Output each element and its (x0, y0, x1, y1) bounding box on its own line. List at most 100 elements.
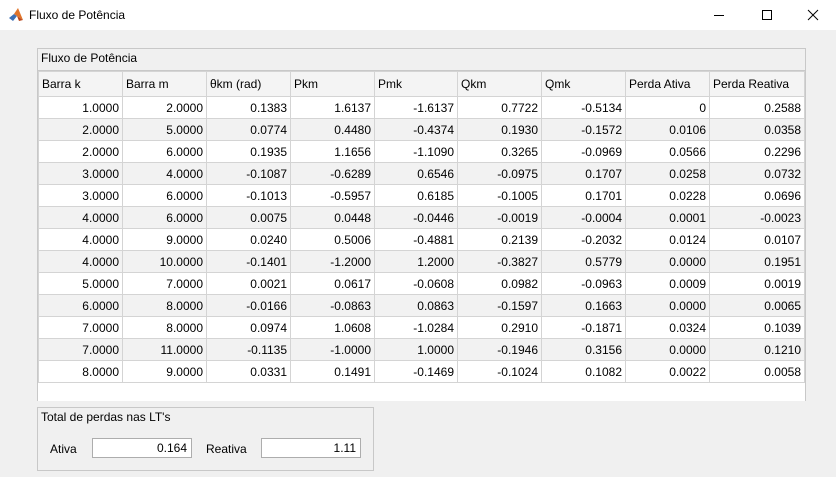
table-cell[interactable]: 1.0000 (38, 96, 123, 119)
table-cell[interactable]: 2.0000 (38, 140, 123, 163)
column-header[interactable]: Pmk (374, 71, 458, 97)
table-cell[interactable]: 0.0065 (709, 294, 805, 317)
table-cell[interactable]: 0.0331 (206, 360, 291, 383)
table-cell[interactable]: 4.0000 (122, 162, 207, 185)
table-cell[interactable]: 0.5779 (541, 250, 626, 273)
power-flow-table-container[interactable]: Barra k Barra m θkm (rad) Pkm Pmk Qkm Qmk Perda… (38, 70, 805, 401)
column-header[interactable]: θkm (rad) (206, 71, 291, 97)
table-cell[interactable]: 0.0358 (709, 118, 805, 141)
table-cell[interactable]: 0.0019 (709, 272, 805, 295)
table-row[interactable]: 2.0000 6.0000 0.1935 1.1656 -1.1090 0.3265 -0.… (38, 140, 805, 163)
table-cell[interactable]: 4.0000 (38, 206, 123, 229)
column-header[interactable]: Barra k (38, 71, 123, 97)
table-cell[interactable]: 3.0000 (38, 184, 123, 207)
table-cell[interactable]: 0.0000 (625, 338, 710, 361)
table-cell[interactable]: 0.0617 (290, 272, 375, 295)
table-cell[interactable]: 0.1663 (541, 294, 626, 317)
table-cell[interactable]: 2.0000 (38, 118, 123, 141)
table-cell[interactable]: -0.0023 (709, 206, 805, 229)
table-cell[interactable]: -0.3827 (457, 250, 542, 273)
table-cell[interactable]: -0.1135 (206, 338, 291, 361)
table-cell[interactable]: 0.0696 (709, 184, 805, 207)
table-cell[interactable]: 0.3265 (457, 140, 542, 163)
table-cell[interactable]: 0.4480 (290, 118, 375, 141)
table-cell[interactable]: 0.2139 (457, 228, 542, 251)
table-row[interactable]: 3.0000 6.0000 -0.1013 -0.5957 0.6185 -0.1005 0… (38, 184, 805, 207)
table-cell[interactable]: 0.0058 (709, 360, 805, 383)
table-cell[interactable]: 8.0000 (122, 294, 207, 317)
table-cell[interactable]: 0.0732 (709, 162, 805, 185)
table-cell[interactable]: -0.4881 (374, 228, 458, 251)
table-row[interactable]: 3.0000 4.0000 -0.1087 -0.6289 0.6546 -0.0975 0… (38, 162, 805, 185)
table-cell[interactable]: 8.0000 (38, 360, 123, 383)
table-cell[interactable]: -0.1946 (457, 338, 542, 361)
table-cell[interactable]: 10.0000 (122, 250, 207, 273)
table-cell[interactable]: -0.1572 (541, 118, 626, 141)
table-cell[interactable]: -0.1013 (206, 184, 291, 207)
table-cell[interactable]: 0.0124 (625, 228, 710, 251)
column-header[interactable]: Qmk (541, 71, 626, 97)
table-cell[interactable]: 0 (625, 96, 710, 119)
table-cell[interactable]: -0.4374 (374, 118, 458, 141)
table-cell[interactable]: 0.6185 (374, 184, 458, 207)
table-cell[interactable]: 6.0000 (122, 184, 207, 207)
table-cell[interactable]: 1.1656 (290, 140, 375, 163)
table-cell[interactable]: -0.1005 (457, 184, 542, 207)
table-cell[interactable]: 1.2000 (374, 250, 458, 273)
table-cell[interactable]: 0.0774 (206, 118, 291, 141)
maximize-button[interactable] (744, 0, 790, 30)
column-header[interactable]: Qkm (457, 71, 542, 97)
table-cell[interactable]: 0.1930 (457, 118, 542, 141)
table-cell[interactable]: 6.0000 (122, 206, 207, 229)
reativa-field[interactable]: 1.11 (261, 438, 361, 458)
table-cell[interactable]: 9.0000 (122, 228, 207, 251)
table-cell[interactable]: 0.0000 (625, 294, 710, 317)
table-cell[interactable]: -0.2032 (541, 228, 626, 251)
table-cell[interactable]: 0.0324 (625, 316, 710, 339)
table-cell[interactable]: 0.0075 (206, 206, 291, 229)
table-cell[interactable]: -0.0975 (457, 162, 542, 185)
table-row[interactable]: 4.0000 10.0000 -0.1401 -1.2000 1.2000 -0.3827… (38, 250, 805, 273)
title-bar[interactable]: Fluxo de Potência (0, 0, 836, 30)
table-row[interactable]: 4.0000 9.0000 0.0240 0.5006 -0.4881 0.2139 -0.… (38, 228, 805, 251)
table-cell[interactable]: 0.0022 (625, 360, 710, 383)
table-row[interactable]: 8.0000 9.0000 0.0331 0.1491 -0.1469 -0.1024 0.… (38, 360, 805, 383)
table-cell[interactable]: 4.0000 (38, 250, 123, 273)
table-cell[interactable]: 0.2296 (709, 140, 805, 163)
table-cell[interactable]: -0.1469 (374, 360, 458, 383)
close-button[interactable] (790, 0, 836, 30)
column-header[interactable]: Pkm (290, 71, 375, 97)
table-row[interactable]: 7.0000 11.0000 -0.1135 -1.0000 1.0000 -0.1946… (38, 338, 805, 361)
table-cell[interactable]: 0.5006 (290, 228, 375, 251)
table-cell[interactable]: 6.0000 (38, 294, 123, 317)
table-cell[interactable]: 7.0000 (38, 316, 123, 339)
table-cell[interactable]: -0.6289 (290, 162, 375, 185)
table-cell[interactable]: 0.0566 (625, 140, 710, 163)
table-cell[interactable]: -1.6137 (374, 96, 458, 119)
minimize-button[interactable] (696, 0, 742, 30)
table-cell[interactable]: 5.0000 (122, 118, 207, 141)
table-cell[interactable]: -0.1024 (457, 360, 542, 383)
table-cell[interactable]: 0.0240 (206, 228, 291, 251)
column-header[interactable]: Barra m (122, 71, 207, 97)
table-cell[interactable]: 1.0608 (290, 316, 375, 339)
table-cell[interactable]: 0.1039 (709, 316, 805, 339)
table-cell[interactable]: 0.0228 (625, 184, 710, 207)
table-cell[interactable]: 0.0448 (290, 206, 375, 229)
table-cell[interactable]: 0.0863 (374, 294, 458, 317)
table-cell[interactable]: 0.7722 (457, 96, 542, 119)
table-cell[interactable]: 5.0000 (38, 272, 123, 295)
table-cell[interactable]: 6.0000 (122, 140, 207, 163)
table-cell[interactable]: 0.0009 (625, 272, 710, 295)
table-cell[interactable]: 0.0258 (625, 162, 710, 185)
ativa-field[interactable]: 0.164 (92, 438, 192, 458)
table-cell[interactable]: -0.1087 (206, 162, 291, 185)
table-cell[interactable]: -0.1597 (457, 294, 542, 317)
table-row[interactable]: 6.0000 8.0000 -0.0166 -0.0863 0.0863 -0.1597 0… (38, 294, 805, 317)
table-cell[interactable]: -1.0284 (374, 316, 458, 339)
table-row[interactable]: 1.0000 2.0000 0.1383 1.6137 -1.6137 0.7722 -0.… (38, 96, 805, 119)
table-cell[interactable]: -0.0963 (541, 272, 626, 295)
table-cell[interactable]: 7.0000 (122, 272, 207, 295)
table-cell[interactable]: 0.1082 (541, 360, 626, 383)
power-flow-table[interactable]: Barra k Barra m θkm (rad) Pkm Pmk Qkm Qmk Perda… (38, 71, 805, 383)
